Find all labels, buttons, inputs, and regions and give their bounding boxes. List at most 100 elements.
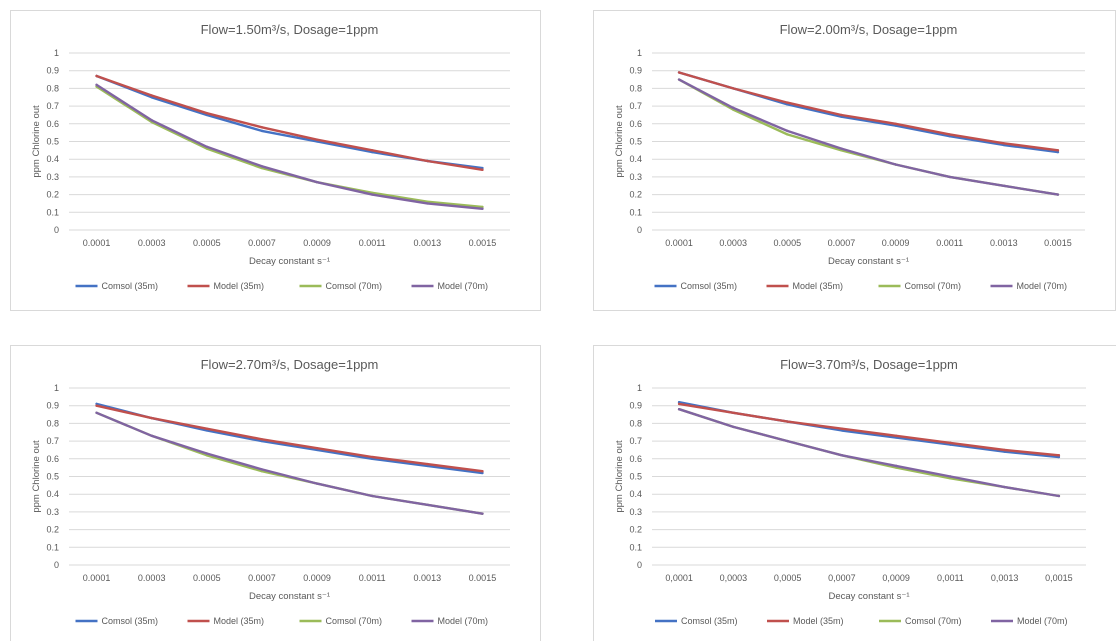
data-point xyxy=(948,133,951,136)
data-point xyxy=(315,181,319,184)
y-tick-label: 0.6 xyxy=(629,119,642,129)
y-tick-label: 0.5 xyxy=(46,472,59,482)
y-tick-label: 0.8 xyxy=(46,418,59,428)
y-tick-label: 0.4 xyxy=(46,489,59,499)
series-line xyxy=(95,83,484,211)
series-line xyxy=(677,402,1061,457)
y-tick-label: 0.2 xyxy=(629,525,642,535)
x-axis-label: Decay constant s⁻¹ xyxy=(828,256,909,267)
y-tick-label: 1 xyxy=(637,48,642,58)
y-tick-label: 0.3 xyxy=(46,507,59,517)
data-point xyxy=(949,441,952,445)
legend-label: Comsol (35m) xyxy=(681,281,738,291)
legend-label: Model (70m) xyxy=(438,281,489,291)
data-point xyxy=(732,411,735,414)
chart-panel-flow-2-70: Flow=2.70m³/s, Dosage=1ppm 0 0.1 0.2 0.3 0.4 0… xyxy=(10,345,541,641)
data-point xyxy=(95,74,98,78)
y-tick-label: 0.4 xyxy=(46,154,59,164)
data-point xyxy=(426,503,429,507)
x-tick-label: 0.0015 xyxy=(469,573,497,583)
y-tick-label: 0.8 xyxy=(629,418,642,428)
x-axis-label: Decay constant s⁻¹ xyxy=(828,591,909,602)
y-tick-label: 1 xyxy=(54,48,59,58)
data-point xyxy=(1057,454,1061,457)
x-tick-label: 0.0005 xyxy=(193,238,221,248)
data-point xyxy=(786,101,789,104)
data-point xyxy=(426,462,429,466)
x-tick-label: 0.0011 xyxy=(359,573,386,583)
x-tick-label: 0,0001 xyxy=(665,573,693,583)
y-tick-label: 0.1 xyxy=(629,207,642,217)
y-tick-label: 0.7 xyxy=(629,101,642,111)
x-tick-label: 0,0009 xyxy=(882,573,910,583)
data-point xyxy=(840,113,843,117)
data-point xyxy=(481,471,484,475)
legend-label: Model (70m) xyxy=(1017,281,1068,291)
y-tick-label: 0 xyxy=(637,560,642,570)
y-tick-label: 0.7 xyxy=(46,101,59,111)
y-tick-label: 0 xyxy=(637,225,642,235)
y-tick-label: 0 xyxy=(54,560,59,570)
y-tick-label: 0.1 xyxy=(46,542,59,552)
data-point xyxy=(205,427,209,430)
x-tick-label: 0,0005 xyxy=(774,573,802,583)
x-tick-label: 0,0007 xyxy=(828,573,856,583)
data-point xyxy=(260,129,264,133)
x-tick-label: 0.0005 xyxy=(774,238,802,248)
data-point xyxy=(894,163,897,166)
y-tick-label: 0.7 xyxy=(629,436,642,446)
data-point xyxy=(1057,494,1061,498)
data-point xyxy=(894,434,898,437)
y-tick-label: 0.9 xyxy=(629,401,642,411)
y-tick-label: 0.4 xyxy=(629,154,642,164)
x-axis-label: Decay constant s⁻¹ xyxy=(249,256,330,267)
y-axis-label: ppm Chlorine out xyxy=(614,105,625,178)
data-point xyxy=(426,159,429,163)
line-chart: Flow=2.00m³/s, Dosage=1ppm 0 0.1 0.2 0.3 0.4 0… xyxy=(614,22,1085,291)
y-tick-label: 0.3 xyxy=(629,172,642,182)
series-line xyxy=(677,78,1060,196)
data-point xyxy=(95,83,98,87)
y-tick-label: 0.9 xyxy=(629,66,642,76)
chart-panel-flow-2-00: Flow=2.00m³/s, Dosage=1ppm 0 0.1 0.2 0.3 0.4 0… xyxy=(593,10,1116,311)
data-point xyxy=(205,111,209,115)
data-point xyxy=(948,175,951,179)
data-point xyxy=(1056,193,1060,196)
y-tick-label: 0.5 xyxy=(629,472,642,482)
data-point xyxy=(260,126,264,129)
x-tick-label: 0.0001 xyxy=(83,238,111,248)
data-point xyxy=(677,408,681,411)
y-tick-label: 0.2 xyxy=(46,525,59,535)
data-point xyxy=(481,469,484,473)
data-point xyxy=(732,425,735,429)
data-point xyxy=(370,193,374,196)
y-tick-label: 0.8 xyxy=(46,83,59,93)
y-tick-label: 0.6 xyxy=(629,454,642,464)
data-point xyxy=(840,454,844,457)
y-tick-label: 0.8 xyxy=(629,83,642,93)
data-point xyxy=(260,468,264,471)
data-point xyxy=(894,122,897,126)
data-point xyxy=(370,455,374,459)
data-point xyxy=(731,106,735,110)
series-line xyxy=(677,408,1061,498)
data-point xyxy=(315,482,319,485)
line-chart: Flow=1.50m³/s, Dosage=1ppm 0 0.1 0.2 0.3 0.4 0… xyxy=(31,22,510,291)
series-line xyxy=(677,71,1060,152)
y-axis-label: ppm Chlorine out xyxy=(31,105,42,178)
x-tick-label: 0.0001 xyxy=(83,573,111,583)
data-point xyxy=(677,71,681,74)
data-point xyxy=(677,400,681,404)
legend-label: Comsol (35m) xyxy=(102,616,159,626)
data-point xyxy=(205,452,209,455)
x-tick-label: 0.0011 xyxy=(936,238,963,248)
data-point xyxy=(1002,142,1006,145)
y-axis-label: ppm Chlorine out xyxy=(31,440,42,513)
x-tick-label: 0.0009 xyxy=(303,238,331,248)
y-tick-label: 0.3 xyxy=(629,507,642,517)
data-point xyxy=(1002,184,1006,187)
legend-label: Comsol (35m) xyxy=(681,616,738,626)
legend-label: Model (35m) xyxy=(793,281,844,291)
y-tick-label: 0.2 xyxy=(629,190,642,200)
y-tick-label: 0.3 xyxy=(46,172,59,182)
